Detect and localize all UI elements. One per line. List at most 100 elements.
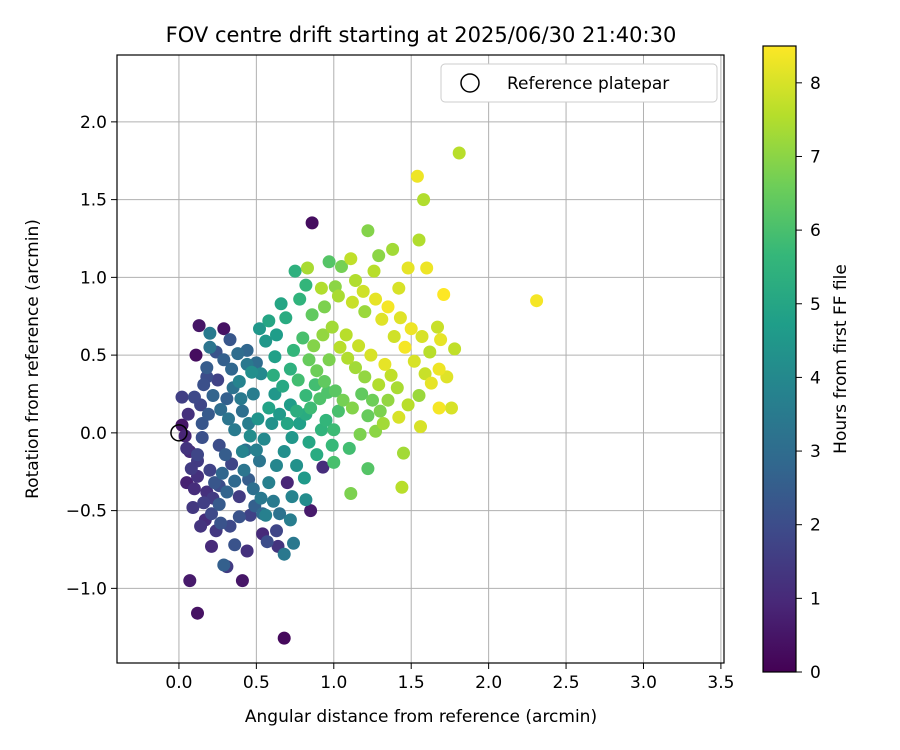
y-axis-label: Rotation from reference (arcmin) [23, 219, 43, 499]
data-point [235, 445, 249, 458]
data-point [361, 224, 375, 238]
data-point [228, 423, 242, 437]
data-point [211, 373, 225, 387]
legend-marker-icon [460, 73, 480, 93]
data-point [181, 407, 195, 421]
data-point [232, 490, 246, 504]
data-point [381, 393, 395, 407]
data-point [310, 448, 324, 462]
data-point [314, 281, 328, 295]
data-point [215, 466, 229, 480]
data-point [318, 375, 331, 388]
data-point [452, 146, 466, 160]
data-point [228, 474, 242, 488]
data-point [291, 373, 305, 387]
data-point [327, 423, 341, 437]
data-point [367, 264, 381, 278]
data-point [206, 389, 220, 402]
data-point [307, 339, 321, 353]
data-point [322, 255, 336, 269]
data-point [288, 264, 302, 278]
data-point [434, 333, 448, 347]
data-point [445, 401, 458, 415]
data-point [280, 476, 294, 490]
data-point [274, 297, 288, 311]
data-point [259, 508, 273, 522]
data-point [217, 353, 231, 367]
data-point [253, 322, 266, 336]
data-point [302, 353, 316, 367]
data-point [245, 365, 259, 379]
x-tick-label: 2.0 [475, 673, 502, 693]
data-point [283, 362, 297, 376]
data-point [358, 370, 372, 384]
data-point [217, 322, 231, 336]
data-point [431, 320, 444, 334]
data-point [191, 606, 204, 620]
data-point [372, 249, 386, 263]
data-point [259, 334, 273, 348]
data-point [276, 379, 290, 393]
data-point [361, 462, 375, 476]
chart-title: FOV centre drift starting at 2025/06/30 … [166, 23, 677, 47]
data-point [220, 392, 234, 406]
grid-lines [117, 55, 724, 663]
data-point [266, 494, 280, 508]
data-point [290, 404, 304, 418]
data-point [412, 233, 426, 247]
data-point [249, 443, 263, 457]
data-point [203, 326, 217, 340]
colorbar-label: Hours from first FF file [831, 264, 851, 454]
data-point [180, 441, 194, 455]
data-point [285, 490, 299, 504]
data-point [390, 381, 404, 395]
data-point [378, 357, 392, 371]
data-point [232, 375, 246, 388]
scatter-points [175, 146, 544, 645]
data-point [187, 390, 201, 404]
data-point [189, 348, 203, 362]
y-tick-label: −1.0 [66, 579, 107, 599]
data-point [203, 340, 217, 354]
data-point [234, 392, 248, 406]
colorbar-tick-label: 8 [810, 74, 821, 94]
data-point [392, 410, 406, 424]
legend-label: Reference platepar [507, 74, 669, 94]
colorbar-tick-label: 3 [810, 442, 821, 462]
data-point [381, 300, 395, 314]
data-point [318, 300, 331, 314]
data-point [197, 496, 211, 510]
y-axis-ticks: −1.0 −0.5 0.0 0.5 1.0 1.5 2.0 [66, 113, 117, 599]
data-point [285, 431, 299, 444]
data-point [270, 459, 283, 472]
data-point [432, 362, 446, 376]
data-point [352, 339, 366, 353]
data-point [280, 417, 294, 430]
data-point [268, 350, 282, 364]
data-point [235, 404, 249, 418]
data-point [361, 409, 375, 423]
data-point [401, 398, 415, 412]
data-point [212, 497, 226, 511]
data-point [387, 330, 401, 343]
data-point [414, 420, 427, 434]
data-point [316, 328, 330, 342]
x-axis-ticks: 0.0 0.5 1.0 1.5 2.0 2.5 3.0 3.5 [165, 663, 734, 693]
data-point [262, 476, 276, 490]
data-point [333, 340, 347, 354]
data-point [270, 524, 283, 538]
data-point [316, 460, 330, 474]
data-point [437, 288, 451, 301]
data-point [305, 216, 319, 230]
data-point [373, 404, 387, 418]
colorbar-gradient [762, 45, 797, 673]
data-point [262, 314, 276, 328]
data-point [304, 401, 318, 415]
data-point [423, 345, 437, 359]
data-point [178, 429, 192, 443]
x-tick-label: 0.0 [165, 673, 192, 693]
data-point [420, 261, 434, 275]
data-point [372, 378, 386, 392]
data-point [265, 417, 279, 430]
data-point [205, 539, 218, 553]
